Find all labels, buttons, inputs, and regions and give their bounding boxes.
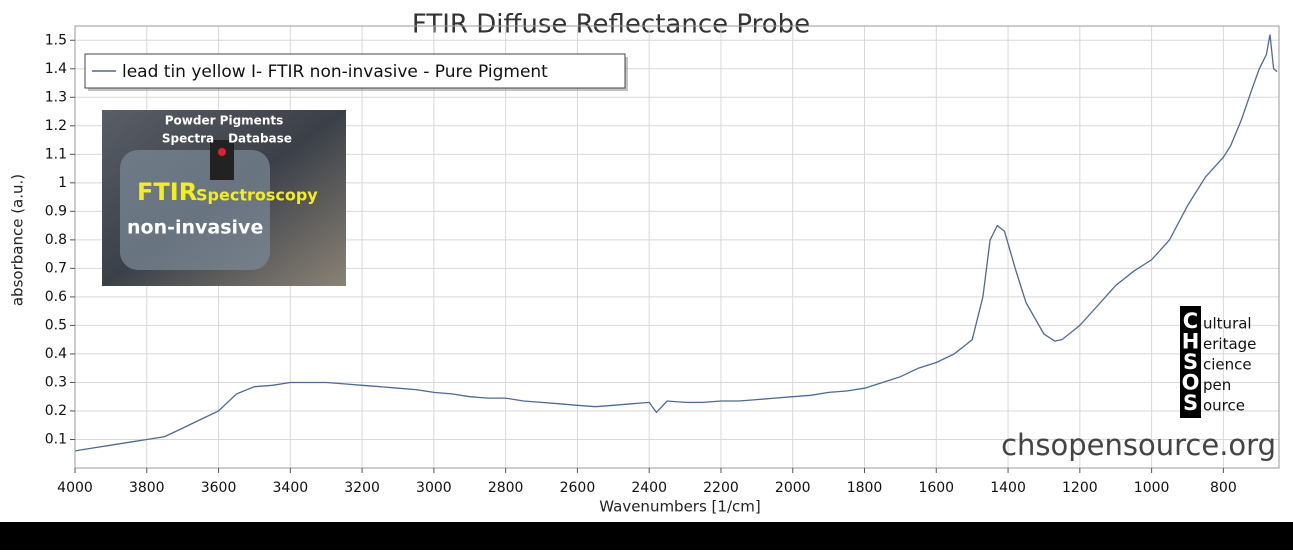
inset-text: Database bbox=[228, 132, 292, 146]
plot bbox=[74, 34, 1278, 452]
inset-image: Powder Pigments Spectra Database FTIR Sp… bbox=[102, 110, 346, 286]
x-tick-label: 2200 bbox=[703, 480, 739, 496]
y-tick-label: 0.2 bbox=[45, 403, 67, 419]
logo-word: eritage bbox=[1203, 335, 1256, 353]
x-tick-label: 1000 bbox=[1134, 480, 1170, 496]
legend-box bbox=[84, 53, 626, 89]
legend-entry: lead tin yellow I- FTIR non-invasive - P… bbox=[122, 62, 548, 82]
inset-text: non-invasive bbox=[127, 217, 263, 239]
x-tick-label: 1800 bbox=[847, 480, 883, 496]
logo-word: ultural bbox=[1203, 315, 1252, 333]
legend: lead tin yellow I- FTIR non-invasive - P… bbox=[84, 53, 628, 91]
inset-text: Spectra bbox=[162, 132, 214, 146]
inset-text: Powder Pigments bbox=[165, 114, 284, 128]
logo-word: ource bbox=[1203, 397, 1245, 415]
x-tick-label: 3000 bbox=[416, 480, 452, 496]
y-tick-label: 0.7 bbox=[45, 260, 67, 276]
chart-title: FTIR Diffuse Reflectance Probe bbox=[412, 10, 810, 40]
y-tick-label: 0.3 bbox=[45, 374, 67, 390]
y-tick-label: 1.2 bbox=[45, 118, 67, 134]
plot-frame bbox=[74, 25, 1280, 469]
inset-text: Spectroscopy bbox=[196, 186, 318, 205]
x-tick-label: 3400 bbox=[273, 480, 309, 496]
logo-letter: S bbox=[1183, 350, 1198, 374]
y-tick-label: 0.5 bbox=[45, 317, 67, 333]
logo-letter: S bbox=[1183, 391, 1198, 415]
x-tick-label: 2600 bbox=[560, 480, 596, 496]
x-tick-label: 3600 bbox=[201, 480, 237, 496]
x-tick-label: 1400 bbox=[990, 480, 1026, 496]
inset-device bbox=[120, 150, 270, 270]
inset-text: FTIR bbox=[137, 178, 197, 206]
website: chsopensource.org bbox=[1001, 428, 1276, 462]
spectrum-line bbox=[74, 34, 1278, 452]
x-tick-label: 3200 bbox=[344, 480, 380, 496]
grid bbox=[74, 26, 1279, 468]
x-tick-label: 4000 bbox=[57, 480, 93, 496]
inset-led bbox=[218, 148, 226, 156]
logo-letter: H bbox=[1182, 330, 1200, 354]
y-tick-label: 1 bbox=[58, 175, 67, 191]
x-tick-label: 1600 bbox=[918, 480, 954, 496]
y-tick-label: 0.1 bbox=[45, 431, 67, 447]
logo-word: pen bbox=[1203, 376, 1231, 394]
logo-word: cience bbox=[1203, 356, 1252, 374]
y-tick-label: 0.6 bbox=[45, 289, 67, 305]
y-axis-label: absorbance (a.u.) bbox=[9, 174, 27, 306]
y-tick-label: 0.4 bbox=[45, 346, 67, 362]
y-tick-label: 1.4 bbox=[45, 61, 67, 77]
x-tick-label: 2800 bbox=[488, 480, 524, 496]
x-tick-label: 800 bbox=[1210, 480, 1237, 496]
logo-letter: C bbox=[1183, 309, 1198, 333]
y-tick-label: 1.5 bbox=[45, 32, 67, 48]
y-tick-label: 1.1 bbox=[45, 146, 67, 162]
logo-bar bbox=[1180, 306, 1201, 418]
inset-probe bbox=[210, 140, 234, 180]
bottom-bar bbox=[0, 522, 1293, 550]
logo-letter: O bbox=[1182, 371, 1200, 395]
x-tick-label: 2400 bbox=[631, 480, 667, 496]
y-tick-label: 0.9 bbox=[45, 203, 67, 219]
y-tick-label: 0.8 bbox=[45, 232, 67, 248]
x-tick-label: 2000 bbox=[775, 480, 811, 496]
x-tick-label: 1200 bbox=[1062, 480, 1098, 496]
x-tick-label: 3800 bbox=[129, 480, 165, 496]
y-tick-label: 1.3 bbox=[45, 89, 67, 105]
x-axis-label: Wavenumbers [1/cm] bbox=[599, 498, 760, 516]
